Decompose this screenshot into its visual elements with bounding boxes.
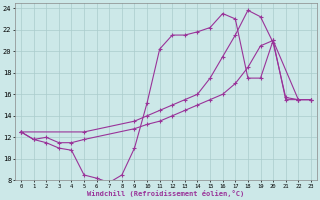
X-axis label: Windchill (Refroidissement éolien,°C): Windchill (Refroidissement éolien,°C) [87, 190, 244, 197]
